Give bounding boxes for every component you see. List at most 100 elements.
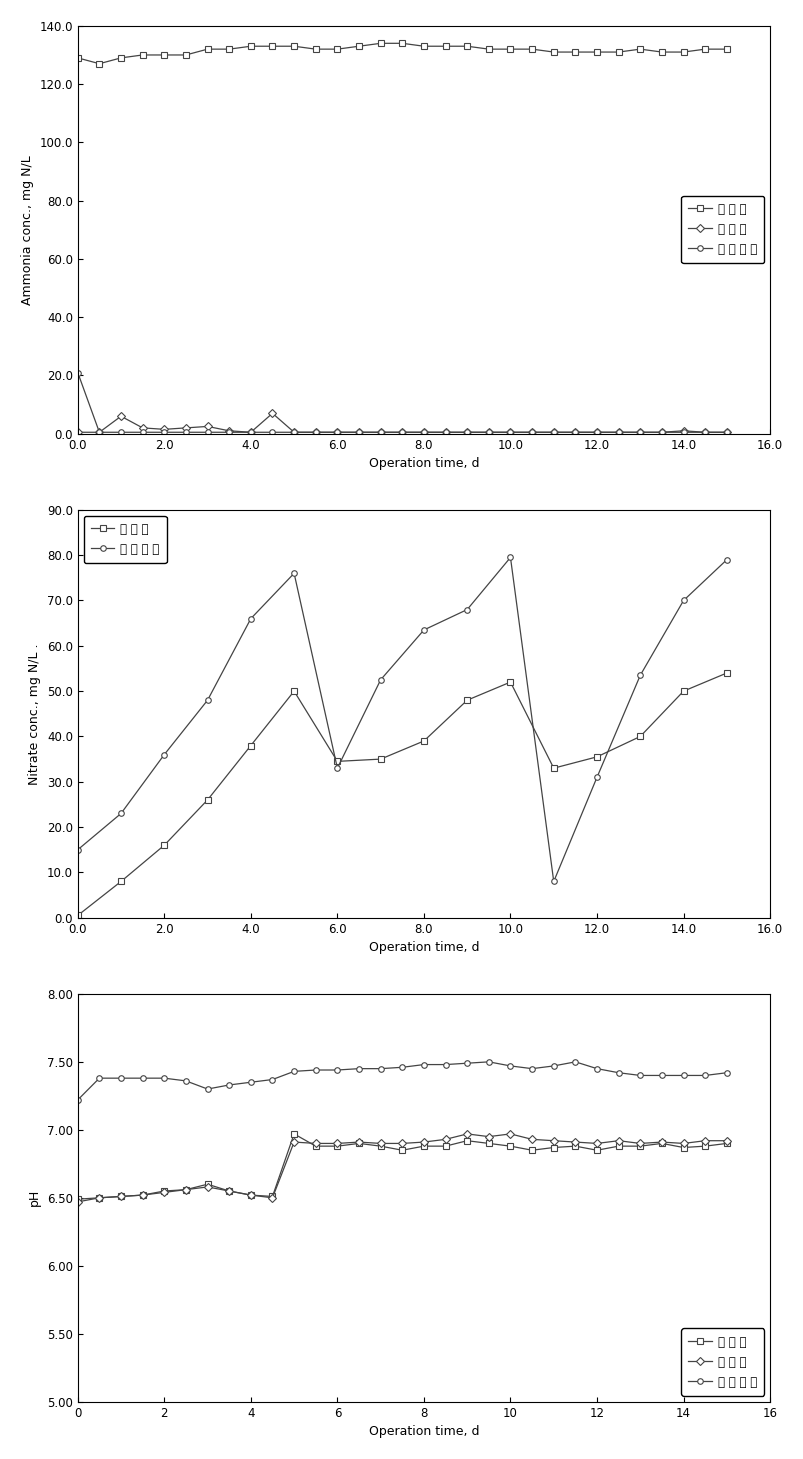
혈 기 조 bbox=[505, 1125, 515, 1142]
유 입 수 bbox=[592, 1141, 601, 1158]
유 입 수 bbox=[678, 44, 687, 61]
유 입 수 bbox=[246, 38, 255, 55]
혈 기 조 bbox=[548, 423, 558, 441]
혈 기 조 bbox=[699, 423, 709, 441]
질 산 화 조 bbox=[289, 423, 299, 441]
혈 기 조 bbox=[375, 1135, 385, 1153]
질 산 화 조 bbox=[678, 423, 687, 441]
질 산 화 조 bbox=[375, 671, 385, 689]
혈 기 조 bbox=[592, 748, 601, 766]
질 산 화 조 bbox=[267, 1071, 277, 1088]
유 입 수 bbox=[656, 44, 666, 61]
질 산 화 조 bbox=[246, 423, 255, 441]
혈 기 조 bbox=[181, 419, 190, 436]
혈 기 조 bbox=[699, 1132, 709, 1150]
질 산 화 조 bbox=[181, 423, 190, 441]
혈 기 조 bbox=[592, 1135, 601, 1153]
유 입 수 bbox=[505, 41, 515, 58]
혈 기 조 bbox=[267, 1189, 277, 1207]
질 산 화 조 bbox=[73, 1091, 83, 1109]
유 입 수 bbox=[678, 1139, 687, 1157]
질 산 화 조 bbox=[613, 423, 622, 441]
혈 기 조 bbox=[483, 423, 493, 441]
질 산 화 조 bbox=[678, 592, 687, 610]
혈 기 조 bbox=[570, 1134, 580, 1151]
질 산 화 조 bbox=[332, 760, 342, 778]
질 산 화 조 bbox=[634, 423, 644, 441]
유 입 수 bbox=[202, 41, 212, 58]
Legend: 유 입 수, 혈 기 조, 질 산 화 조: 유 입 수, 혈 기 조, 질 산 화 조 bbox=[680, 196, 763, 264]
혈 기 조 bbox=[527, 423, 536, 441]
혈 기 조 bbox=[267, 404, 277, 422]
혈 기 조 bbox=[202, 1179, 212, 1196]
질 산 화 조 bbox=[73, 363, 83, 381]
Legend: 혈 기 조, 질 산 화 조: 혈 기 조, 질 산 화 조 bbox=[84, 515, 166, 563]
혈 기 조 bbox=[116, 407, 126, 425]
유 입 수 bbox=[418, 38, 428, 55]
혈 기 조 bbox=[224, 1182, 234, 1199]
질 산 화 조 bbox=[354, 1059, 364, 1077]
혈 기 조 bbox=[224, 422, 234, 439]
혈 기 조 bbox=[418, 1134, 428, 1151]
혈 기 조 bbox=[311, 423, 320, 441]
질 산 화 조 bbox=[527, 1059, 536, 1077]
질 산 화 조 bbox=[527, 423, 536, 441]
질 산 화 조 bbox=[505, 1058, 515, 1075]
질 산 화 조 bbox=[721, 1064, 731, 1081]
혈 기 조 bbox=[721, 1132, 731, 1150]
질 산 화 조 bbox=[721, 423, 731, 441]
유 입 수 bbox=[181, 1180, 190, 1198]
혈 기 조 bbox=[462, 423, 471, 441]
혈 기 조 bbox=[634, 728, 644, 746]
유 입 수 bbox=[289, 38, 299, 55]
Line: 혈 기 조: 혈 기 조 bbox=[75, 410, 728, 435]
유 입 수 bbox=[354, 38, 364, 55]
혈 기 조 bbox=[289, 683, 299, 700]
혈 기 조 bbox=[375, 423, 385, 441]
질 산 화 조 bbox=[613, 1064, 622, 1081]
혈 기 조 bbox=[159, 1183, 169, 1201]
X-axis label: Operation time, d: Operation time, d bbox=[369, 941, 479, 954]
질 산 화 조 bbox=[159, 423, 169, 441]
질 산 화 조 bbox=[289, 1062, 299, 1080]
Line: 질 산 화 조: 질 산 화 조 bbox=[75, 369, 728, 435]
질 산 화 조 bbox=[505, 549, 515, 566]
혈 기 조 bbox=[527, 1131, 536, 1148]
유 입 수 bbox=[202, 1176, 212, 1193]
질 산 화 조 bbox=[440, 1056, 450, 1074]
질 산 화 조 bbox=[418, 622, 428, 639]
유 입 수 bbox=[721, 1135, 731, 1153]
질 산 화 조 bbox=[634, 667, 644, 684]
혈 기 조 bbox=[137, 419, 147, 436]
질 산 화 조 bbox=[592, 1059, 601, 1077]
유 입 수 bbox=[462, 1132, 471, 1150]
질 산 화 조 bbox=[202, 1080, 212, 1097]
유 입 수 bbox=[527, 1141, 536, 1158]
혈 기 조 bbox=[548, 760, 558, 778]
질 산 화 조 bbox=[699, 1067, 709, 1084]
질 산 화 조 bbox=[116, 1069, 126, 1087]
Line: 유 입 수: 유 입 수 bbox=[75, 1131, 728, 1202]
유 입 수 bbox=[440, 1138, 450, 1156]
유 입 수 bbox=[137, 47, 147, 64]
유 입 수 bbox=[613, 1138, 622, 1156]
혈 기 조 bbox=[592, 423, 601, 441]
혈 기 조 bbox=[73, 1193, 83, 1211]
질 산 화 조 bbox=[332, 1061, 342, 1078]
유 입 수 bbox=[721, 41, 731, 58]
혈 기 조 bbox=[570, 423, 580, 441]
혈 기 조 bbox=[721, 664, 731, 681]
Y-axis label: Ammonia conc., mg N/L: Ammonia conc., mg N/L bbox=[21, 155, 34, 305]
유 입 수 bbox=[267, 38, 277, 55]
혈 기 조 bbox=[202, 791, 212, 808]
유 입 수 bbox=[267, 1188, 277, 1205]
혈 기 조 bbox=[289, 423, 299, 441]
유 입 수 bbox=[656, 1135, 666, 1153]
유 입 수 bbox=[375, 1138, 385, 1156]
질 산 화 조 bbox=[634, 1067, 644, 1084]
유 입 수 bbox=[354, 1135, 364, 1153]
질 산 화 조 bbox=[224, 423, 234, 441]
유 입 수 bbox=[570, 1138, 580, 1156]
질 산 화 조 bbox=[137, 1069, 147, 1087]
질 산 화 조 bbox=[137, 423, 147, 441]
